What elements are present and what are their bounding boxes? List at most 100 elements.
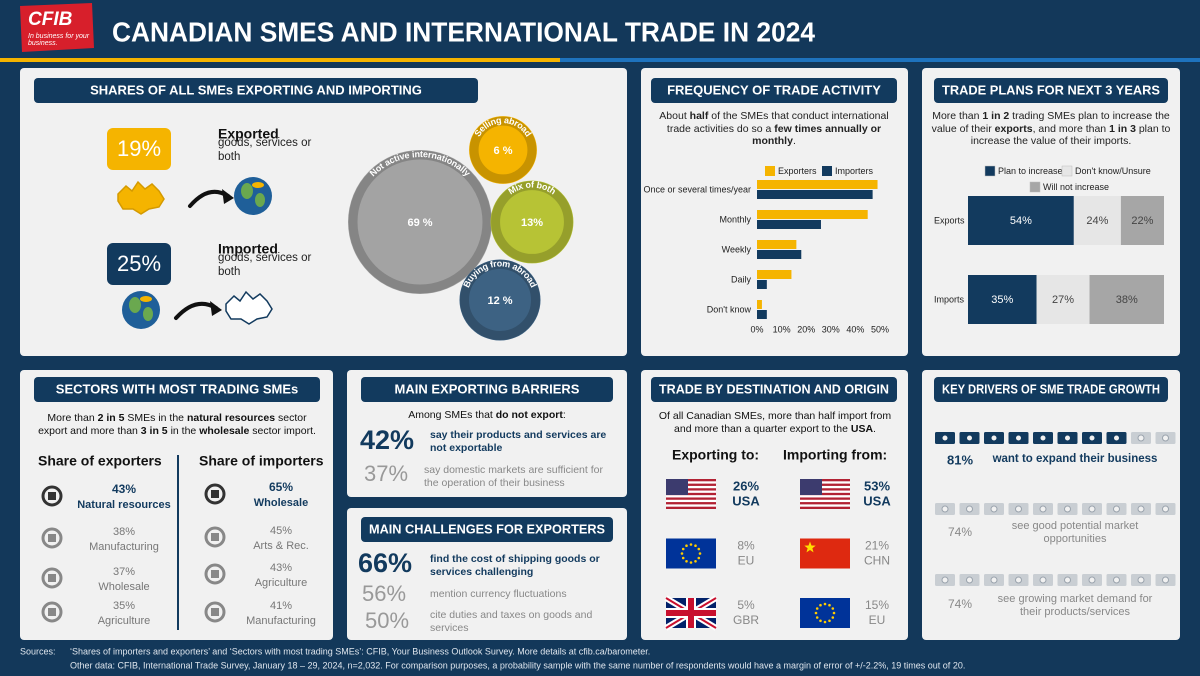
- money-icon-dot: [1162, 434, 1169, 442]
- page-title: CANADIAN SMES AND INTERNATIONAL TRADE IN…: [112, 16, 815, 47]
- panel: [641, 370, 908, 640]
- sector-icon: [204, 601, 226, 623]
- bar: [757, 270, 792, 279]
- canada-icon: [225, 290, 273, 325]
- emphasis: USA: [850, 422, 874, 435]
- flag-star: [689, 543, 693, 546]
- flag-star: [828, 619, 831, 623]
- flag-star: [823, 620, 827, 624]
- globe-icon: [122, 291, 160, 329]
- column-heading: Importing from:: [783, 447, 887, 463]
- panel-title: TRADE PLANS FOR NEXT 3 YEARS: [942, 82, 1160, 97]
- title-bar: [34, 377, 320, 402]
- stat-value: 50%: [365, 608, 409, 633]
- text-run: Of all Canadian SMEs, more than half imp…: [658, 410, 892, 435]
- x-tick-label: 20%: [797, 324, 815, 334]
- bar-segment: [1036, 275, 1090, 324]
- flag-cross: [666, 610, 716, 616]
- flag-star: [697, 547, 701, 551]
- legend-swatch: [984, 165, 996, 177]
- emphasis: natural resources: [186, 412, 276, 424]
- money-icon-dot: [941, 505, 949, 513]
- bar-segment: [1089, 275, 1164, 324]
- flag-stripe: [666, 506, 716, 509]
- title-bar: [361, 517, 613, 542]
- money-icon-dot: [1015, 576, 1022, 584]
- column-heading: Exporting to:: [672, 447, 759, 463]
- flag-star: [815, 607, 819, 610]
- sector-label: Manufacturing: [89, 541, 159, 553]
- bar: [757, 250, 802, 259]
- money-icon-dot: [1137, 505, 1145, 513]
- bar-segment: [1073, 196, 1121, 245]
- legend-label: Importers: [835, 166, 874, 176]
- globe-land: [241, 183, 253, 199]
- panel-title: MAIN CHALLENGES FOR EXPORTERS: [369, 521, 605, 536]
- money-icon-dot: [1113, 505, 1120, 513]
- text-run: Among SMEs that: [408, 409, 496, 421]
- money-icon-dot: [1064, 576, 1071, 584]
- legend-label: Don't know/Unsure: [1075, 166, 1151, 176]
- legend-swatch: [822, 166, 832, 176]
- sector-icon: [41, 527, 63, 549]
- category-label: Daily: [731, 274, 752, 284]
- flag-star: [694, 544, 697, 548]
- text-run: plan to increase the value of their impo…: [970, 122, 1171, 148]
- driver-value: 81%: [947, 452, 973, 467]
- money-icon-dot: [1064, 505, 1071, 513]
- x-tick-label: 30%: [822, 324, 840, 334]
- money-icon-dot: [1088, 434, 1096, 442]
- title-bar: [361, 377, 613, 402]
- flag-stripe: [666, 488, 716, 491]
- value-label: 38%: [1116, 294, 1138, 306]
- panel-title: SECTORS WITH MOST TRADING SMEs: [56, 381, 298, 396]
- emphasis: 3 in 5: [140, 424, 168, 437]
- money-icon-dot: [1015, 505, 1022, 513]
- text-run: About: [659, 110, 690, 122]
- x-tick-label: 10%: [773, 324, 791, 334]
- logo-tagline: In business for your business.: [28, 33, 90, 48]
- flag-star: [814, 611, 818, 615]
- emphasis: wholesale: [199, 424, 250, 437]
- destination-label: EU: [738, 554, 755, 568]
- stat-value: 37%: [364, 461, 408, 486]
- flag-stripe: [666, 492, 716, 496]
- emphasis: exports: [994, 122, 1033, 135]
- money-icon-dot: [990, 434, 998, 442]
- bubble-value: 69 %: [407, 217, 432, 229]
- title-bar: [934, 377, 1168, 402]
- footer-label: Sources:: [20, 646, 56, 656]
- panel-subtitle: Among SMEs that do not export:: [350, 409, 624, 422]
- text-run: SMEs in the: [124, 412, 187, 424]
- flag-star: [815, 616, 819, 619]
- category-label: Exports: [934, 215, 965, 225]
- sector-label: Agriculture: [98, 615, 151, 627]
- share-text: goods, services or both: [218, 137, 312, 163]
- stat-value: 42%: [360, 425, 414, 455]
- category-label: Once or several times/year: [643, 184, 751, 194]
- title-bar: [651, 78, 897, 103]
- value-box: [107, 243, 171, 285]
- share-value: 25%: [117, 251, 161, 276]
- stat-value: 56%: [362, 581, 406, 606]
- flag-stripe: [800, 479, 850, 482]
- sector-icon: [211, 490, 219, 498]
- flag-stripe: [800, 488, 850, 491]
- flag-stripe: [666, 479, 716, 482]
- value-label: 54%: [1010, 215, 1032, 227]
- stripe: [0, 58, 560, 62]
- money-icon-dot: [1015, 434, 1022, 442]
- panel: [20, 370, 333, 640]
- share-heading: Exported: [218, 126, 279, 142]
- flag-star: [819, 603, 822, 607]
- flag-canton: [800, 479, 822, 495]
- flag-star: [823, 602, 827, 606]
- bubble-value: 13%: [521, 217, 543, 229]
- money-icon-dot: [1088, 576, 1096, 584]
- destination-value: 21%: [865, 539, 889, 553]
- bar: [757, 280, 767, 289]
- footer-line: ‘Shares of importers and exporters’ and …: [70, 646, 650, 656]
- destination-label: EU: [869, 613, 886, 627]
- sector-label: Manufacturing: [246, 615, 316, 627]
